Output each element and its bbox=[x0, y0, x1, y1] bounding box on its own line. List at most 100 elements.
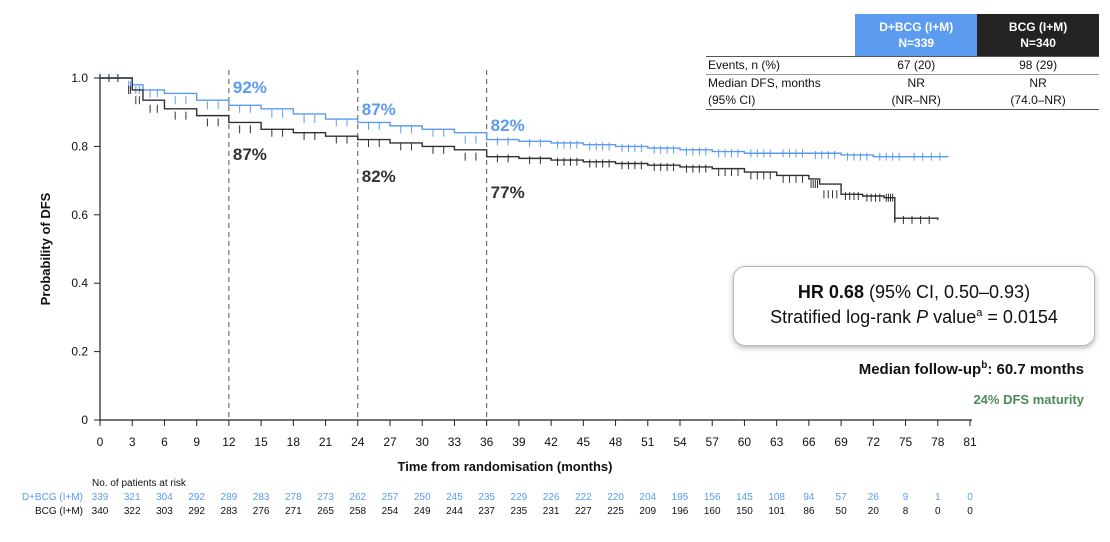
ci-row-dbcg: (NR–NR) bbox=[855, 92, 978, 110]
risk-value: 94 bbox=[803, 492, 815, 503]
ci-row: (95% CI) (NR–NR) (74.0–NR) bbox=[706, 92, 1099, 110]
x-tick-label: 6 bbox=[161, 435, 168, 449]
landmark-label-lower-12: 87% bbox=[233, 145, 267, 164]
x-tick-label: 36 bbox=[480, 435, 494, 449]
follow-up-prefix: Median follow-up bbox=[858, 361, 982, 378]
risk-value: 108 bbox=[768, 492, 785, 503]
landmark-label-lower-24: 82% bbox=[362, 167, 396, 186]
x-tick-label: 18 bbox=[287, 435, 301, 449]
risk-row-label: D+BCG (I+M) bbox=[22, 492, 83, 503]
risk-row-label: BCG (I+M) bbox=[35, 506, 83, 517]
risk-value: 231 bbox=[543, 506, 560, 517]
p-value-suffix: = 0.0154 bbox=[982, 307, 1058, 327]
follow-up-suffix: : 60.7 months bbox=[987, 361, 1084, 378]
x-tick-label: 27 bbox=[383, 435, 397, 449]
risk-value: 9 bbox=[903, 492, 909, 503]
median-row: Median DFS, months NR NR bbox=[706, 75, 1099, 93]
landmark-label-upper-12: 92% bbox=[233, 78, 267, 97]
hazard-ratio-value: HR 0.68 bbox=[797, 282, 864, 302]
x-tick-label: 48 bbox=[609, 435, 623, 449]
risk-value: 220 bbox=[607, 492, 624, 503]
km-curve-dbcg bbox=[100, 77, 949, 158]
risk-value: 0 bbox=[967, 492, 973, 503]
x-tick-label: 57 bbox=[706, 435, 720, 449]
dfs-maturity: 24% DFS maturity bbox=[973, 392, 1084, 407]
risk-value: 304 bbox=[156, 492, 173, 503]
events-header-blank bbox=[706, 14, 856, 57]
risk-table: No. of patients at risk D+BCG (I+M) 339 321… bbox=[22, 478, 973, 517]
events-row-bcg: 98 (29) bbox=[977, 56, 1099, 75]
risk-value: 244 bbox=[446, 506, 463, 517]
x-tick-label: 12 bbox=[222, 435, 236, 449]
y-tick-label: 0.8 bbox=[71, 139, 88, 153]
x-tick-label: 63 bbox=[770, 435, 784, 449]
events-header-dbcg-name: D+BCG (I+M) bbox=[879, 20, 954, 34]
hazard-ratio-ci: (95% CI, 0.50–0.93) bbox=[863, 282, 1031, 302]
follow-up-footnote: b bbox=[981, 360, 988, 371]
x-axis-title: Time from randomisation (months) bbox=[398, 459, 613, 474]
risk-value: 57 bbox=[836, 492, 848, 503]
risk-value: 250 bbox=[414, 492, 431, 503]
x-tick-label: 75 bbox=[899, 435, 913, 449]
p-value-line: Stratified log-rank P valuea = 0.0154 bbox=[734, 307, 1094, 328]
events-header-dbcg-n: N=339 bbox=[898, 36, 935, 50]
risk-value: 271 bbox=[285, 506, 302, 517]
risk-value: 8 bbox=[903, 506, 909, 517]
risk-value: 235 bbox=[511, 506, 528, 517]
risk-value: 86 bbox=[803, 506, 815, 517]
events-row-dbcg: 67 (20) bbox=[855, 56, 978, 75]
landmark-label-upper-36: 82% bbox=[491, 116, 525, 135]
risk-value: 258 bbox=[349, 506, 366, 517]
events-header-bcg-name: BCG (I+M) bbox=[1008, 20, 1068, 34]
y-tick-label: 0.2 bbox=[71, 345, 88, 359]
risk-value: 249 bbox=[414, 506, 431, 517]
risk-value: 101 bbox=[768, 506, 785, 517]
x-tick-label: 21 bbox=[319, 435, 333, 449]
risk-value: 160 bbox=[704, 506, 721, 517]
risk-value: 145 bbox=[736, 492, 753, 503]
risk-value: 322 bbox=[124, 506, 141, 517]
landmark-lines bbox=[228, 70, 488, 420]
risk-value: 289 bbox=[221, 492, 238, 503]
median-row-dbcg: NR bbox=[907, 76, 925, 90]
risk-value: 229 bbox=[511, 492, 528, 503]
x-tick-label: 42 bbox=[544, 435, 558, 449]
risk-value: 340 bbox=[92, 506, 109, 517]
ci-row-label: (95% CI) bbox=[706, 92, 856, 110]
risk-value: 303 bbox=[156, 506, 173, 517]
km-curve-bcg bbox=[100, 77, 939, 220]
events-row: Events, n (%) 67 (20) 98 (29) bbox=[706, 56, 1099, 75]
p-value-italic: P bbox=[916, 307, 929, 327]
risk-value: 292 bbox=[188, 506, 205, 517]
x-tick-label: 66 bbox=[802, 435, 816, 449]
risk-value: 1 bbox=[935, 492, 941, 503]
risk-value: 276 bbox=[253, 506, 270, 517]
events-row-label: Events, n (%) bbox=[706, 56, 856, 75]
x-tick-label: 69 bbox=[834, 435, 848, 449]
risk-value: 226 bbox=[543, 492, 560, 503]
y-tick-label: 0.4 bbox=[71, 276, 88, 290]
risk-value: 196 bbox=[672, 506, 689, 517]
y-tick-label: 0 bbox=[81, 413, 88, 427]
risk-value: 235 bbox=[478, 492, 495, 503]
y-axis-title: Probability of DFS bbox=[38, 192, 53, 305]
p-value-mid: value bbox=[928, 307, 977, 327]
axes: 0 3 6 9 12 15 18 21 24 27 30 33 36 39 42 45 48 51 54 57 60 63… bbox=[38, 71, 977, 474]
median-follow-up: Median follow-upb: 60.7 months bbox=[0, 360, 1084, 378]
risk-value: 339 bbox=[92, 492, 109, 503]
risk-value: 50 bbox=[836, 506, 848, 517]
y-tick-label: 1.0 bbox=[71, 71, 88, 85]
risk-value: 262 bbox=[349, 492, 366, 503]
hazard-ratio-box: HR 0.68 (95% CI, 0.50–0.93) Stratified l… bbox=[733, 266, 1095, 346]
x-tick-label: 33 bbox=[448, 435, 462, 449]
x-tick-label: 54 bbox=[673, 435, 687, 449]
risk-value: 257 bbox=[382, 492, 399, 503]
p-value-footnote: a bbox=[976, 307, 983, 319]
risk-value: 283 bbox=[221, 506, 238, 517]
x-tick-label: 30 bbox=[416, 435, 430, 449]
x-tick-label: 0 bbox=[97, 435, 104, 449]
risk-value: 225 bbox=[607, 506, 624, 517]
risk-value: 150 bbox=[736, 506, 753, 517]
risk-value: 273 bbox=[317, 492, 334, 503]
